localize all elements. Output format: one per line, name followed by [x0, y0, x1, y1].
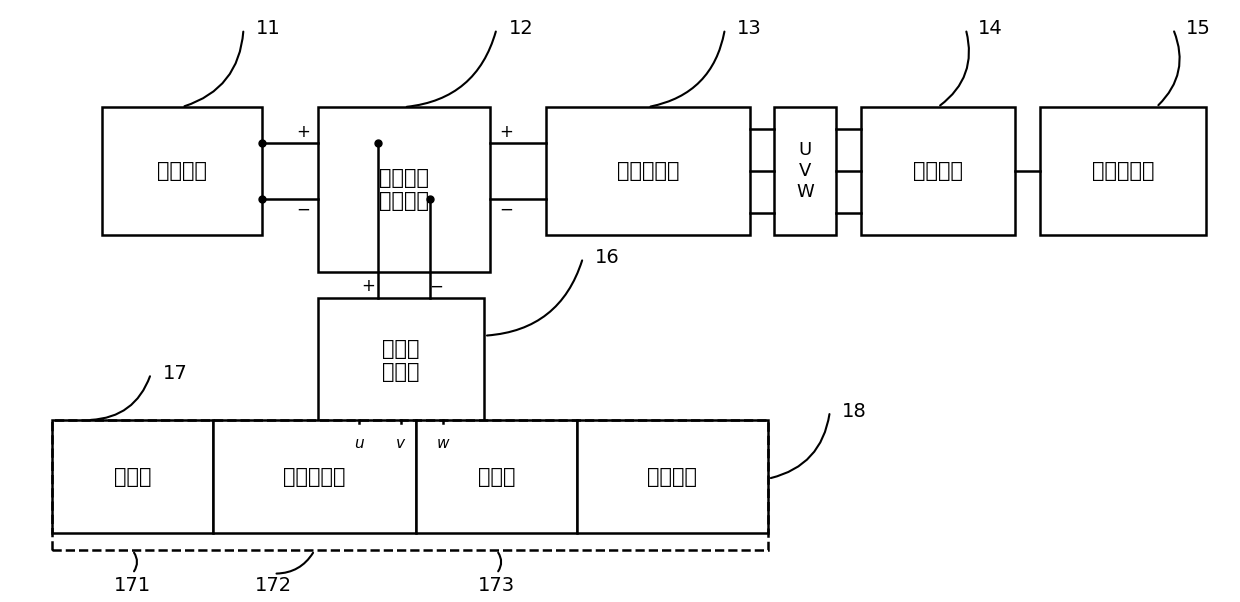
Text: w: w: [436, 436, 449, 451]
Text: 173: 173: [477, 577, 515, 595]
Text: −: −: [296, 200, 310, 219]
Text: 172: 172: [255, 577, 293, 595]
Text: −: −: [429, 278, 443, 296]
Text: 自动离合器: 自动离合器: [283, 467, 346, 486]
Bar: [317, 107, 490, 272]
Bar: [102, 107, 262, 235]
Text: 发动机: 发动机: [114, 467, 151, 486]
Text: 驱动电机: 驱动电机: [913, 161, 963, 181]
Text: 13: 13: [738, 19, 763, 39]
Bar: [861, 107, 1016, 235]
Text: 电机控制器: 电机控制器: [616, 161, 680, 181]
Text: +: +: [498, 123, 513, 141]
Text: 动力电池: 动力电池: [156, 161, 207, 181]
Text: 16: 16: [595, 248, 620, 267]
Text: 17: 17: [164, 364, 188, 383]
Bar: [52, 420, 212, 533]
Bar: [417, 420, 577, 533]
Text: U
V
W: U V W: [796, 141, 813, 200]
Bar: [546, 107, 750, 235]
Text: 发电机: 发电机: [477, 467, 516, 486]
Bar: [577, 420, 768, 533]
Text: u: u: [355, 436, 365, 451]
Bar: [52, 420, 768, 550]
Text: 15: 15: [1185, 19, 1210, 39]
Bar: [1039, 107, 1207, 235]
Bar: [212, 420, 417, 533]
Bar: [317, 299, 484, 423]
Text: 自动变速笱: 自动变速笱: [1091, 161, 1154, 181]
Text: 12: 12: [508, 19, 533, 39]
Text: +: +: [361, 278, 376, 296]
Text: 动力电源
分配单元: 动力电源 分配单元: [379, 168, 429, 211]
Text: −: −: [498, 200, 513, 219]
Bar: [774, 107, 836, 235]
Text: 171: 171: [114, 577, 151, 595]
Text: v: v: [397, 436, 405, 451]
Text: 14: 14: [978, 19, 1003, 39]
Text: 11: 11: [255, 19, 280, 39]
Text: 上装系统: 上装系统: [647, 467, 697, 486]
Text: 18: 18: [842, 402, 867, 421]
Text: +: +: [296, 123, 310, 141]
Text: 发电机
控制器: 发电机 控制器: [382, 339, 419, 382]
